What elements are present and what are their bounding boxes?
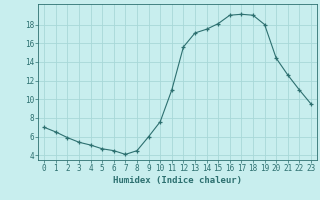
X-axis label: Humidex (Indice chaleur): Humidex (Indice chaleur) <box>113 176 242 185</box>
